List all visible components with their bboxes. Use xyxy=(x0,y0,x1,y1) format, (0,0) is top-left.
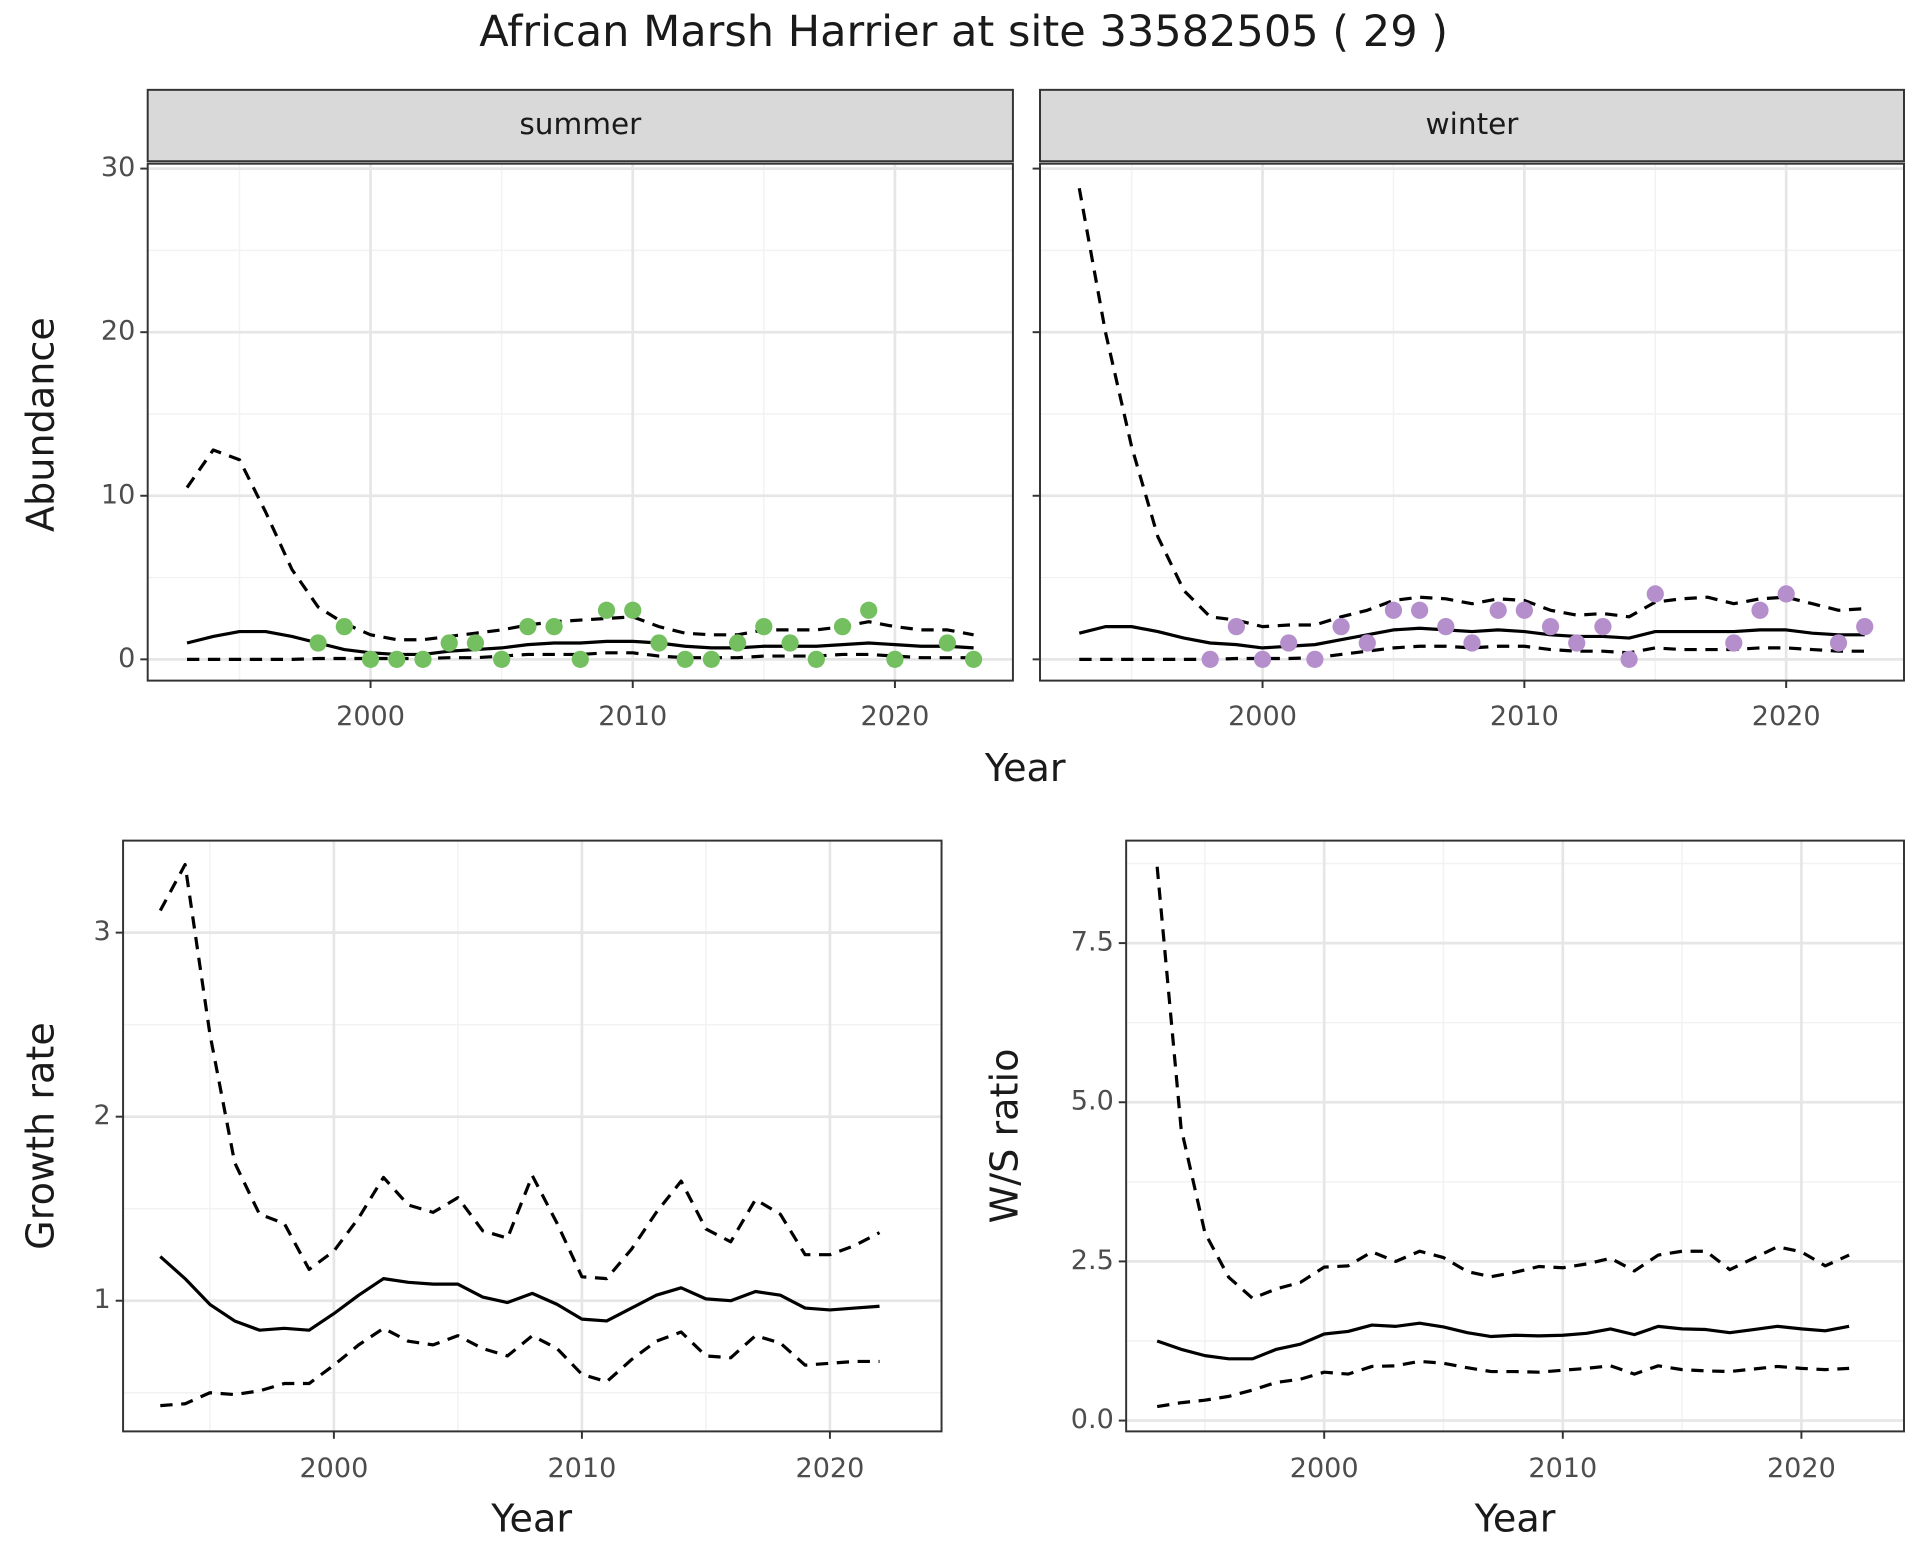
data-point xyxy=(650,634,668,652)
data-point xyxy=(1515,601,1533,619)
data-point xyxy=(1411,601,1429,619)
data-point xyxy=(1384,601,1403,619)
facet-label: summer xyxy=(519,107,642,141)
y-axis-label: W/S ratio xyxy=(982,1049,1026,1224)
data-point xyxy=(860,601,878,619)
y-axis-label: Abundance xyxy=(19,317,63,532)
facet-label: winter xyxy=(1426,107,1520,141)
data-point xyxy=(1463,634,1481,652)
facet-strip xyxy=(146,88,1014,163)
data-point xyxy=(597,601,616,619)
y-tick-label: 2 xyxy=(94,1100,111,1131)
data-point xyxy=(624,601,642,619)
data-point xyxy=(755,618,773,636)
plot-border xyxy=(146,162,1014,682)
y-tick-label: 5.0 xyxy=(1071,1086,1114,1117)
data-point xyxy=(1777,585,1795,603)
data-point xyxy=(388,650,406,668)
data-point xyxy=(676,650,694,668)
x-tick-label: 2010 xyxy=(598,701,667,732)
x-axis-label: Year xyxy=(1474,1497,1556,1541)
data-point xyxy=(964,650,983,668)
interval-line xyxy=(158,862,881,1281)
data-point xyxy=(1856,618,1874,636)
x-tick-label: 2010 xyxy=(547,1453,616,1484)
data-point xyxy=(702,650,721,668)
plot-border xyxy=(122,839,943,1433)
data-point xyxy=(571,650,589,668)
facet-strip xyxy=(1039,88,1905,163)
x-tick-label: 2020 xyxy=(860,701,929,732)
data-point xyxy=(1489,601,1507,619)
data-point xyxy=(361,650,380,668)
data-point xyxy=(1227,618,1245,636)
x-tick-label: 2000 xyxy=(1228,701,1297,732)
plot-background xyxy=(1126,840,1904,1432)
x-tick-label: 2000 xyxy=(299,1453,368,1484)
data-point xyxy=(1253,650,1272,668)
y-tick-label: 1 xyxy=(94,1284,111,1315)
x-axis-label: Year xyxy=(984,746,1066,790)
data-point xyxy=(1594,618,1612,636)
data-point xyxy=(1332,618,1350,636)
data-point xyxy=(1620,650,1638,668)
data-point xyxy=(414,650,432,668)
data-point xyxy=(1437,618,1455,636)
plot-border xyxy=(1125,839,1905,1433)
plot-border xyxy=(1039,162,1905,682)
data-point xyxy=(1280,634,1298,652)
x-tick-label: 2000 xyxy=(336,701,405,732)
data-point xyxy=(886,650,904,668)
data-point xyxy=(1541,618,1560,636)
figure-title: African Marsh Harrier at site 33582505 (… xyxy=(479,7,1448,57)
data-point xyxy=(309,634,327,652)
y-tick-label: 3 xyxy=(94,916,111,947)
interval-line xyxy=(1077,187,1865,629)
x-tick-label: 2010 xyxy=(1490,701,1559,732)
data-point xyxy=(493,650,511,668)
x-tick-label: 2020 xyxy=(1752,701,1821,732)
data-point xyxy=(519,618,537,636)
data-point xyxy=(1358,634,1376,652)
x-tick-label: 2010 xyxy=(1528,1453,1597,1484)
mean-line xyxy=(1078,625,1865,650)
data-point xyxy=(1201,650,1219,668)
y-tick-label: 0 xyxy=(118,643,135,674)
y-tick-label: 0.0 xyxy=(1071,1404,1114,1435)
y-axis-label: Growth rate xyxy=(19,1022,63,1250)
data-point xyxy=(1751,601,1769,619)
y-tick-label: 2.5 xyxy=(1071,1245,1114,1276)
mean-line xyxy=(1156,1321,1850,1361)
interval-line xyxy=(187,651,974,661)
data-point xyxy=(545,618,563,636)
data-point xyxy=(729,634,747,652)
data-point xyxy=(1829,634,1848,652)
data-point xyxy=(1306,650,1324,668)
data-point xyxy=(466,634,485,652)
data-point xyxy=(1646,585,1664,603)
data-point xyxy=(938,634,956,652)
data-point xyxy=(335,618,353,636)
plot-background xyxy=(123,840,942,1432)
data-point xyxy=(781,634,799,652)
data-point xyxy=(1725,634,1743,652)
data-point xyxy=(807,650,825,668)
data-point xyxy=(1568,634,1586,652)
data-point xyxy=(833,618,852,636)
y-tick-label: 10 xyxy=(101,479,135,510)
mean-line xyxy=(159,1255,880,1332)
x-tick-label: 2000 xyxy=(1290,1453,1359,1484)
x-tick-label: 2020 xyxy=(1767,1453,1836,1484)
interval-line xyxy=(1156,1359,1850,1409)
plot-background xyxy=(147,163,1013,681)
y-tick-label: 7.5 xyxy=(1071,927,1114,958)
data-point xyxy=(440,634,458,652)
x-axis-label: Year xyxy=(490,1497,572,1541)
interval-line xyxy=(1155,866,1850,1300)
y-tick-label: 30 xyxy=(101,152,135,183)
x-tick-label: 2020 xyxy=(795,1453,864,1484)
y-tick-label: 20 xyxy=(101,316,135,347)
